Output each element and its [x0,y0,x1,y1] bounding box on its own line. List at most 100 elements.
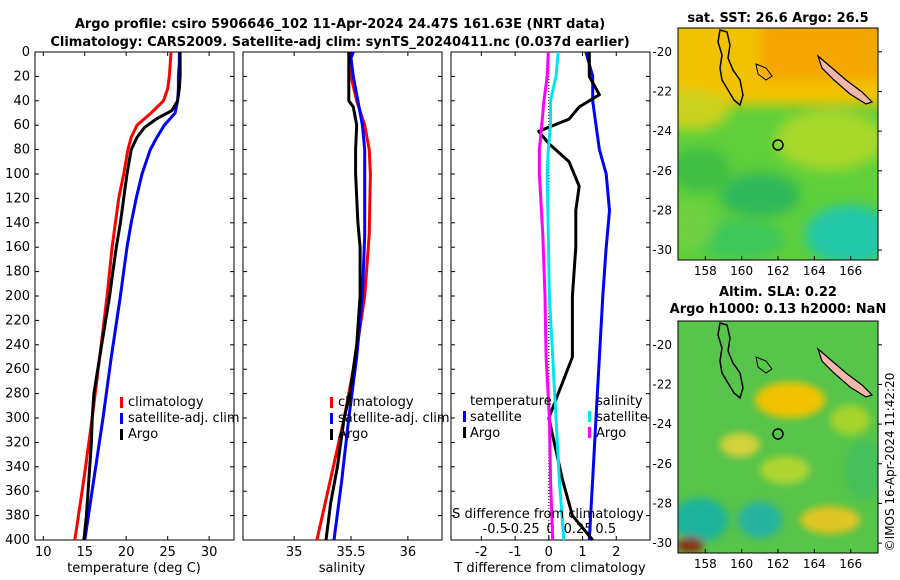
depth-tick-label: 80 [13,143,30,158]
depth-tick-label: 220 [5,313,30,328]
depth-tick-label: 340 [5,460,30,475]
map-y-tick-label: -26 [652,164,672,178]
figure-title-line2: Climatology: CARS2009. Satellite-adj cli… [50,35,629,50]
salinity-panel [242,51,443,541]
depth-tick-label: 20 [13,69,30,84]
map-y-tick-label: -22 [652,84,672,98]
coastline [755,356,773,374]
depth-tick-label: 280 [5,387,30,402]
s-tick-label: -0.5 [483,522,508,537]
series-temperature-satellite [584,51,611,541]
x-tick-label: 20 [118,545,135,560]
difference-chart: -2 -1 0 1 2-0.5-0.25 0 0.25 0.5 [475,51,620,560]
sla-map-title-line1: Altim. SLA: 0.22 [719,285,837,300]
coastline [717,322,744,400]
map-y-tick-label: -24 [652,417,672,431]
s-difference-label: S difference from climatology [452,507,644,522]
copyright-stamp: ©IMOS 16-Apr-2024 11:42:20 [883,373,897,552]
depth-tick-label: 60 [13,118,30,133]
legend-swatch-satellite-adj [330,413,333,424]
map-x-tick-label: 164 [803,557,826,571]
sst-map [678,28,878,260]
temperature-panel [34,51,235,541]
x-tick-label: 1 [578,545,586,560]
map-x-tick-label: 160 [730,264,753,278]
legend-swatch-argo [330,429,333,440]
legend-label-climatology: climatology [338,395,414,410]
legend-title-salinity: salinity [596,394,643,409]
legend-swatch-temp-argo [463,427,466,438]
argo-position-marker [772,428,784,440]
map-x-tick-label: 166 [839,557,862,571]
legend-swatch-climatology [120,397,123,408]
coastline [755,63,773,81]
figure-title-line1: Argo profile: csiro 5906646_102 11-Apr-2… [75,17,605,32]
series-temperature-argo [537,52,601,541]
depth-tick-label: 320 [5,435,30,450]
sst-map-title: sat. SST: 26.6 Argo: 26.5 [687,11,868,26]
depth-tick-label: 120 [5,191,30,206]
temperature-chart: 10 15 20 25 30 [35,51,218,560]
x-tick-label: 10 [35,545,52,560]
legend-swatch-argo [120,429,123,440]
map-y-tick-label: -30 [652,536,672,550]
legend-swatch-sal-argo [588,427,591,438]
sla-map [678,321,878,553]
legend-label-sal-argo: Argo [596,426,626,441]
coastline [717,29,744,107]
depth-tick-label: 140 [5,216,30,231]
map-y-tick-label: -24 [652,124,672,138]
x-tick-label: -1 [509,545,522,560]
legend-swatch-temp-satellite [463,411,466,422]
depth-tick-label: 400 [5,533,30,548]
argo-position-marker [772,139,784,151]
x-tick-label: 0 [545,545,553,560]
difference-legend: temperature satellite Argo salinity sate… [463,394,648,441]
map-y-tick-label: -20 [652,45,672,59]
depth-axis: 0 20 40 60 80 100 120 140 160 180 200 220 240 260 280 3… [5,45,650,548]
map-x-tick-label: 164 [803,264,826,278]
depth-tick-label: 240 [5,338,30,353]
legend-swatch-satellite-adj [120,413,123,424]
s-tick-label: -0.25 [506,522,540,537]
new-caledonia-island [816,54,874,105]
map-y-tick-label: -22 [652,377,672,391]
salinity-chart: 35 35.5 36 [286,51,416,560]
sla-map-title-line2: Argo h1000: 0.13 h2000: NaN [670,302,887,317]
x-tick-label: 15 [76,545,93,560]
map-y-tick-label: -30 [652,243,672,257]
legend-title-temperature: temperature [470,394,552,409]
legend-label-sal-satellite: satellite [596,410,648,425]
legend-label-temp-satellite: satellite [470,410,522,425]
map-x-tick-label: 162 [767,264,790,278]
x-tick-label: 35 [286,545,303,560]
legend-label-temp-argo: Argo [470,426,500,441]
sst-axis: 158 160 162 164 166 -20 -22 -24 -26 -28 -30 [652,45,882,278]
map-y-tick-label: -26 [652,457,672,471]
new-caledonia-island [816,347,874,398]
salinity-legend: climatology satellite-adj. clim Argo [330,395,450,442]
legend-label-argo: Argo [128,427,158,442]
x-tick-label: 35.5 [337,545,366,560]
map-x-tick-label: 160 [730,557,753,571]
map-y-tick-label: -28 [652,496,672,510]
series-argo [82,52,182,541]
x-tick-label: 30 [201,545,218,560]
x-tick-label: 2 [612,545,620,560]
series-argo [324,52,362,541]
sla-axis: 158 160 162 164 166 -20 -22 -24 -26 -28 -30 [652,338,882,571]
salinity-xlabel: salinity [319,561,366,576]
depth-tick-label: 360 [5,484,30,499]
depth-tick-label: 40 [13,94,30,109]
x-tick-label: 25 [159,545,176,560]
legend-label-climatology: climatology [128,395,204,410]
legend-swatch-climatology [330,397,333,408]
legend-label-satellite-adj: satellite-adj. clim [128,411,240,426]
series-satellite-adj-clim [332,51,367,541]
map-y-tick-label: -28 [652,203,672,217]
legend-label-argo: Argo [338,427,368,442]
map-x-tick-label: 162 [767,557,790,571]
depth-tick-label: 100 [5,167,30,182]
depth-tick-label: 300 [5,411,30,426]
